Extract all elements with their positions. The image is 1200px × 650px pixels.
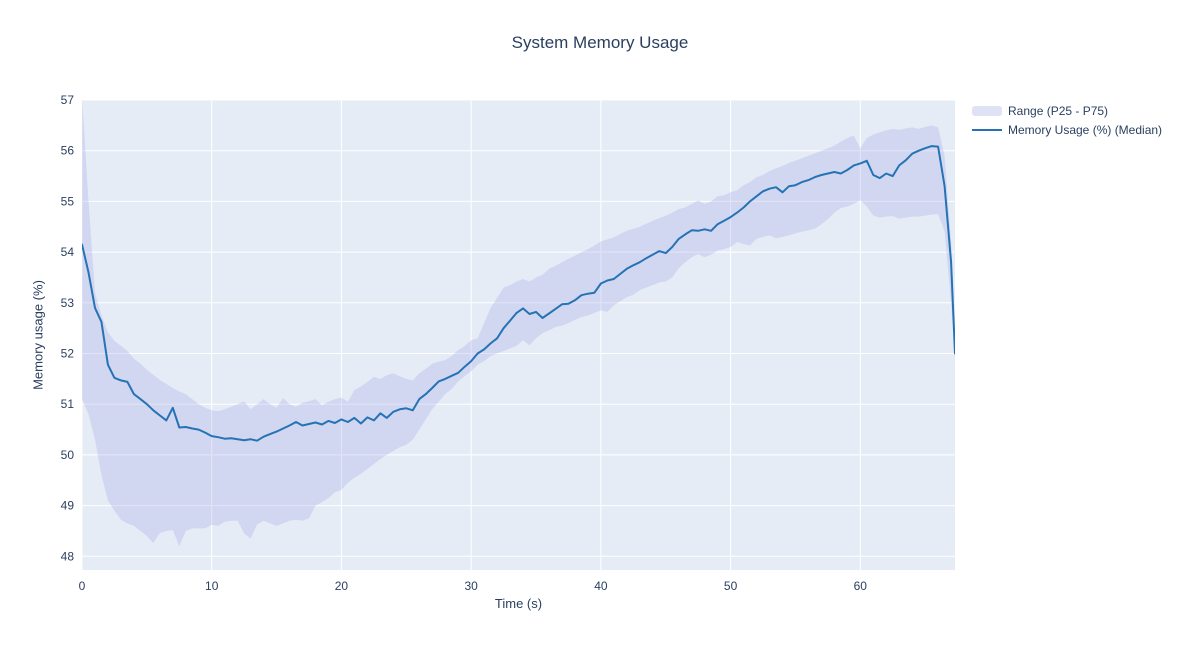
legend: Range (P25 - P75) Memory Usage (%) (Medi… [972, 104, 1162, 137]
x-axis-title: Time (s) [494, 596, 543, 611]
legend-item-range[interactable]: Range (P25 - P75) [972, 104, 1162, 118]
range-band-area [82, 100, 955, 547]
plot-background[interactable] [82, 100, 955, 570]
legend-item-median[interactable]: Memory Usage (%) (Median) [972, 123, 1162, 137]
y-tick-label: 50 [61, 448, 75, 462]
x-tick-label: 0 [79, 579, 86, 593]
x-tick-label: 60 [854, 579, 868, 593]
x-tick-labels: 0 10 20 30 40 50 60 [79, 579, 868, 593]
legend-label-median: Memory Usage (%) (Median) [1008, 123, 1163, 137]
chart-title: System Memory Usage [511, 33, 689, 52]
y-tick-label: 54 [61, 245, 75, 259]
y-tick-label: 49 [61, 499, 75, 513]
y-tick-label: 51 [61, 397, 75, 411]
y-tick-label: 56 [61, 144, 75, 158]
line-swatch-icon [972, 129, 1002, 131]
x-tick-label: 20 [335, 579, 349, 593]
x-tick-label: 10 [205, 579, 219, 593]
y-tick-label: 53 [61, 296, 75, 310]
x-tick-label: 40 [594, 579, 608, 593]
y-axis-title-text: Memory usage (%) [30, 280, 46, 390]
x-tick-label: 30 [464, 579, 478, 593]
gridlines [81, 99, 955, 570]
legend-label-range: Range (P25 - P75) [1008, 104, 1109, 118]
y-tick-label: 52 [61, 347, 75, 361]
median-line [82, 145, 955, 442]
y-tick-label: 57 [61, 93, 75, 107]
x-tick-label: 50 [724, 579, 738, 593]
band-swatch-icon [972, 106, 1002, 116]
y-tick-label: 48 [61, 549, 75, 563]
y-tick-labels: 48 49 50 51 52 53 54 55 56 57 [61, 93, 75, 563]
y-tick-label: 55 [61, 194, 75, 208]
